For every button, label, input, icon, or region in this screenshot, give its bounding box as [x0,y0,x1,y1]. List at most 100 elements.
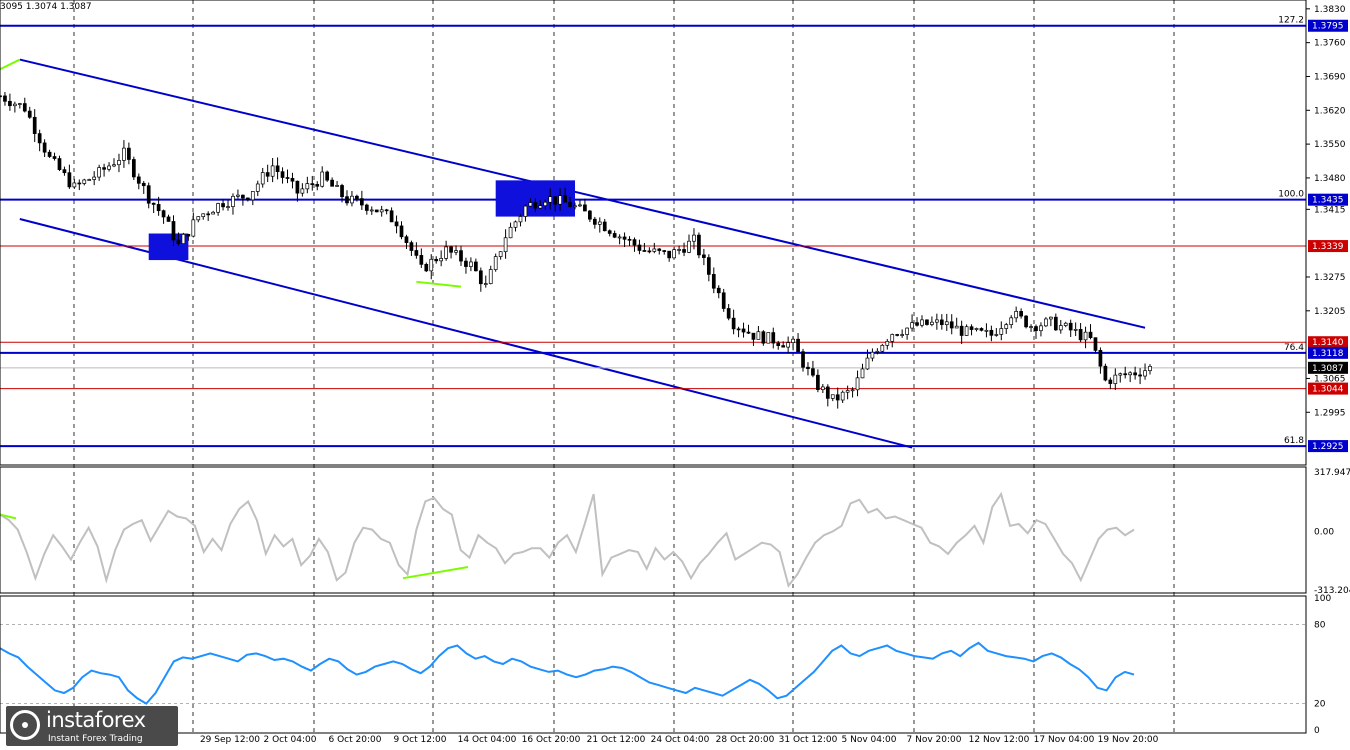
candle-body [325,171,330,181]
candle-body [850,389,855,392]
candle-body [478,270,483,285]
candle-body [305,183,310,190]
candle-body [662,250,667,252]
candle-body [102,167,106,170]
candle-body [285,177,290,179]
candle-body [409,242,414,251]
candle-body [910,322,914,329]
candle-body [1063,322,1068,326]
cci-panel-frame [0,466,1307,594]
candle-body [622,236,627,240]
candle-body [845,390,850,393]
rsi-panel-frame [0,595,1307,734]
price-tag-bg [1308,361,1348,374]
candle-body [682,249,686,253]
candle-body [508,226,513,239]
candle-body [161,210,166,218]
candle-body [920,319,924,326]
y-tick-label: 1.2995 [1314,408,1346,418]
candle-body [241,194,245,199]
candle-body [290,177,295,182]
candle-body [355,195,359,199]
candle-body [1113,374,1118,384]
candle-body [558,195,562,205]
candle-body [3,95,7,102]
x-tick-label: 5 Nov 04:00 [842,735,897,745]
candle-body [1083,331,1088,341]
candle-body [146,185,151,204]
candle-body [528,202,533,207]
candle-body [627,238,632,241]
candle-body [47,151,52,157]
candle-body [82,179,87,184]
candle-body [265,172,270,177]
price-tag-bg [1308,440,1348,453]
candle-body [1078,329,1083,341]
candle-body [563,195,567,203]
candle-body [255,183,260,192]
candle-body [607,230,612,234]
x-tick-label: 28 Oct 20:00 [716,735,775,745]
candle-body [1123,373,1128,376]
candle-body [771,332,776,344]
candle-body [930,321,934,325]
candle-body [107,165,111,170]
candle-body [374,209,379,213]
candle-body [1138,374,1142,377]
candle-body [186,233,191,237]
candle-body [439,258,444,262]
x-tick-label: 7 Nov 20:00 [907,735,962,745]
candle-body [335,185,339,187]
price-tag-label: 1.3087 [1312,364,1344,374]
candle-body [315,184,320,187]
candle-body [454,250,458,253]
price-tag-label: 1.3140 [1312,338,1344,348]
candle-body [825,386,830,399]
candle-body [13,103,17,107]
candle-body [216,203,220,213]
candle-body [642,250,647,252]
candle-body [379,209,384,213]
candle-body [67,172,72,188]
y-tick-label: 1.3480 [1314,174,1346,184]
candle-body [592,218,597,225]
candle-body [612,233,617,238]
candle-body [394,221,399,227]
candle-body [1143,370,1147,377]
candle-body [503,237,508,253]
candle-body [776,342,781,346]
candle-body [949,321,954,329]
candle-body [57,158,62,170]
candle-body [568,201,572,208]
candle-body [706,257,711,275]
rsi-tick-label: 20 [1314,700,1326,710]
candle-body [8,100,12,107]
candle-body [231,195,235,207]
candle-body [469,261,473,267]
y-tick-label: 1.3760 [1314,39,1346,49]
candle-body [122,147,126,161]
instaforex-logo: instaforex Instant Forex Trading [6,706,178,746]
candle-body [583,204,587,212]
candle-body [260,172,265,185]
candle-body [875,350,880,353]
candle-body [181,233,186,244]
candle-body [295,180,300,194]
candle-body [781,345,786,348]
candle-body [588,210,592,220]
candle-body [756,331,761,340]
price-tag-label: 1.3044 [1312,385,1344,395]
candle-body [22,103,27,112]
candle-body [989,329,994,336]
fib-label: 127.2 [1278,16,1304,26]
candle-body [964,326,969,336]
candle-body [736,328,741,331]
candle-body [0,95,2,98]
x-tick-label: 29 Sep 12:00 [200,735,260,745]
candle-body [1088,331,1093,339]
candle-body [796,338,800,353]
price-tag-bg [1308,19,1348,32]
candle-body [1014,311,1019,319]
candle-body [786,342,790,348]
